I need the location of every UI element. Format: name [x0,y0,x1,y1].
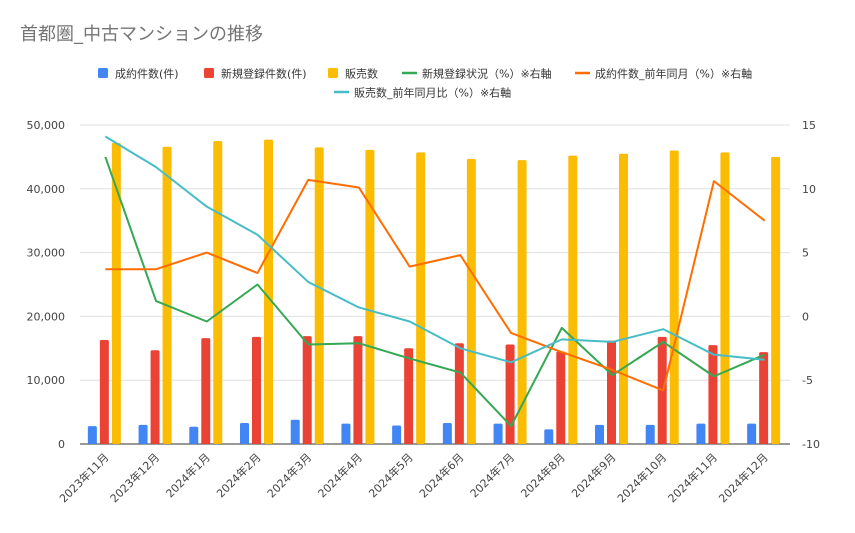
x-axis-tick-label: 2024年9月 [568,450,618,500]
bar [150,350,160,444]
legend-swatch [204,68,214,78]
x-axis-tick-label: 2024年7月 [467,450,517,500]
left-axis-tick-label: 40,000 [27,183,66,196]
legend-swatch [328,68,338,78]
x-axis-tick-label: 2024年10月 [614,450,669,505]
bar [517,160,527,444]
bar [595,424,604,444]
bar [607,340,616,444]
bar [264,139,273,444]
bar [189,426,199,444]
bar [252,336,261,444]
legend-swatch [98,68,108,78]
x-axis-tick-label: 2024年5月 [366,450,416,500]
bar [669,150,679,444]
bar [353,336,363,444]
bar [720,152,730,444]
bar [708,345,718,444]
right-axis-tick-label: 10 [802,183,816,196]
bar [466,158,476,444]
x-axis-tick-label: 2024年12月 [716,450,771,505]
bar [416,152,426,444]
bar [99,340,109,444]
bar [454,343,464,444]
bar [645,424,655,444]
bar [162,146,172,444]
left-axis-tick-label: 30,000 [27,247,66,260]
legend-label: 販売数_前年同月比（%）※右軸 [354,86,511,100]
bar [404,348,414,444]
legend-label: 販売数 [345,68,378,81]
left-axis-tick-label: 20,000 [27,310,66,323]
bar [290,419,300,444]
left-axis-tick-label: 10,000 [27,374,66,387]
bar [544,429,554,444]
series-line [104,135,765,364]
legend-label: 新規登録状況（%）※右軸 [422,67,552,81]
x-axis-tick-label: 2024年8月 [518,450,568,500]
x-axis-tick-label: 2024年1月 [163,450,213,500]
bar [213,140,223,444]
legend-label: 成約件数(件) [115,67,179,81]
bar [568,155,578,444]
x-axis-tick-label: 2024年4月 [315,450,365,500]
bar [201,338,211,444]
bar [505,344,515,444]
bar [696,423,706,444]
bar [771,156,781,444]
left-axis-tick-label: 50,000 [27,119,66,132]
bar [341,423,351,444]
bar [442,422,452,444]
bar [392,425,402,444]
bar [138,424,148,444]
series-line [104,156,766,428]
bar [493,423,503,444]
right-axis-tick-label: 0 [802,310,809,323]
x-axis-tick-label: 2024年6月 [416,450,466,500]
bar [314,147,324,444]
series-line [105,178,766,392]
chart-title: 首都圏_中古マンションの推移 [20,24,263,45]
legend-label: 新規登録件数(件) [221,67,307,81]
right-axis-tick-label: -10 [802,438,820,451]
legend-label: 成約件数_前年同月（%）※右軸 [595,67,752,81]
right-axis-tick-label: 15 [802,119,816,132]
left-axis-tick-label: 0 [58,438,65,451]
x-axis-tick-label: 2024年11月 [665,450,720,505]
x-axis-tick-label: 2023年11月 [56,450,111,505]
x-axis-tick-label: 2024年2月 [213,450,263,500]
bar [240,422,249,444]
bar [759,352,769,444]
bar [556,351,566,444]
right-axis-tick-label: -5 [802,374,813,387]
bar [302,336,312,444]
bar [619,153,628,444]
right-axis-tick-label: 5 [802,247,809,260]
bar [111,142,121,444]
x-axis-tick-label: 2023年12月 [107,450,162,505]
bar [747,423,757,444]
bar [87,426,97,444]
x-axis-tick-label: 2024年3月 [264,450,314,500]
bar [365,149,375,444]
